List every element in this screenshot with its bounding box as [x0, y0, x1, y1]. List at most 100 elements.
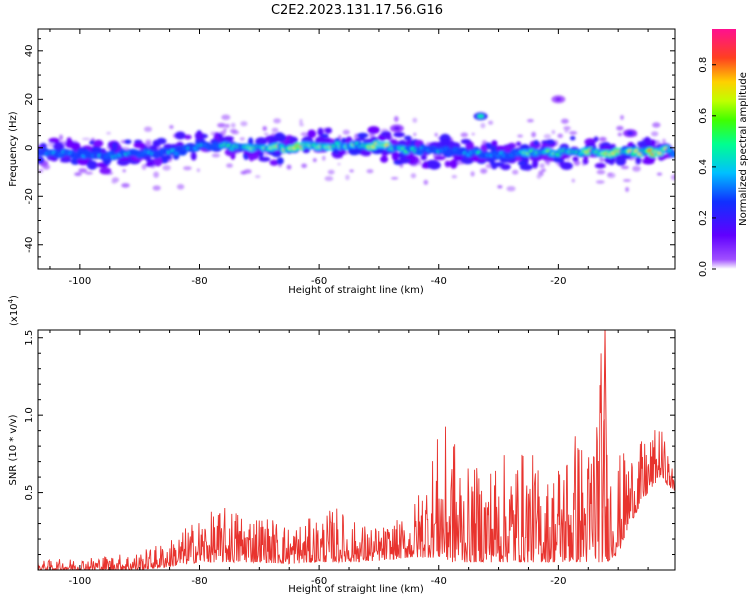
spectrogram-speckle — [141, 163, 147, 170]
spectrogram-envelope-cell — [153, 156, 163, 167]
spectrogram-envelope-cell — [99, 167, 112, 175]
snr-scale-label: (x104) — [7, 295, 20, 326]
x-tick-label: -80 — [191, 576, 207, 587]
spectrogram-envelope-cell — [444, 160, 451, 168]
spectrogram-speckle — [531, 131, 536, 138]
spectrogram-speckle — [121, 183, 130, 188]
spectrogram-envelope-cell — [449, 159, 458, 169]
spectrogram-envelope-cell — [545, 139, 555, 145]
spectrogram-blob-core — [393, 126, 401, 131]
spectrogram-speckle — [656, 172, 663, 176]
x-tick-label: -100 — [69, 276, 92, 287]
spectrogram-speckle — [211, 153, 220, 158]
spectrogram-envelope-cell — [217, 133, 223, 139]
snr-y-ticks: 0.5 1.0 1.5 — [24, 330, 675, 556]
spectrogram-envelope-cell — [276, 157, 284, 165]
spectrogram-speckle — [561, 118, 569, 124]
spectrogram-envelope-cell — [517, 160, 527, 166]
spectrogram-speckle — [255, 175, 261, 179]
spectrogram-speckle — [480, 168, 488, 174]
y-tick-label: 20 — [24, 93, 35, 106]
spectrogram-envelope-cell — [615, 156, 626, 166]
spectrogram-ylabel: Frequency (Hz) — [8, 111, 19, 187]
spectrogram-speckle — [536, 174, 542, 179]
spectrogram-speckle — [413, 132, 417, 137]
spectrogram-envelope-cell — [433, 155, 446, 161]
spectrogram-speckle — [393, 116, 399, 122]
spectrogram-speckle — [176, 184, 185, 190]
spectrogram-envelope-cell — [489, 158, 495, 167]
spectrogram-speckle — [152, 185, 161, 191]
spectrogram-envelope-cell — [70, 141, 81, 150]
spectrogram-speckle — [244, 169, 252, 174]
colorbar-tick-label: 0.2 — [698, 210, 709, 226]
spectrogram-speckle — [312, 158, 317, 163]
spectrogram-speckle — [596, 169, 606, 175]
spectrogram-speckle — [412, 117, 418, 123]
spectrogram-envelope-cell — [582, 157, 589, 165]
spectrogram-envelope-cell — [594, 162, 606, 169]
spectrogram-blob-core — [554, 97, 562, 102]
snr-xlabel: Height of straight line (km) — [288, 584, 424, 595]
snr-ylabel: SNR (10 * v/v) — [8, 414, 19, 485]
spectrogram-envelope-cell — [386, 133, 392, 141]
spectrogram-speckle — [418, 159, 422, 166]
spectrogram-envelope-cell — [89, 140, 95, 145]
x-tick-label: -60 — [311, 576, 327, 587]
snr-series — [38, 330, 675, 570]
spectrogram-speckle — [300, 132, 309, 137]
spectrogram-envelope-cell — [248, 137, 254, 146]
spectrogram-envelope-cell — [560, 161, 573, 170]
spectrogram-envelope-cell — [117, 159, 130, 166]
spectrogram-speckle — [480, 122, 486, 129]
y-tick-label: -20 — [24, 188, 35, 204]
spectrogram-speckle — [471, 132, 475, 136]
spectrogram-envelope-cell — [194, 131, 204, 140]
spectrogram-speckle — [617, 132, 623, 137]
spectrogram-speckle — [451, 175, 457, 179]
spectrogram-speckle — [527, 119, 534, 123]
spectrogram-speckle — [286, 164, 292, 170]
spectrogram-speckle — [162, 165, 171, 171]
spectrogram-speckle — [153, 171, 160, 178]
spectrogram-envelope-cell — [533, 140, 539, 146]
spectrogram-ridge-core — [180, 150, 186, 154]
y-tick-label: 0 — [24, 145, 35, 151]
spectrogram-speckle — [337, 162, 341, 166]
x-tick-label: -20 — [550, 576, 566, 587]
y-tick-label: 0.5 — [24, 485, 35, 501]
spectrogram-speckle — [230, 122, 236, 128]
spectrogram-speckle — [349, 169, 354, 173]
spectrogram-speckle — [366, 169, 371, 173]
spectrogram-speckle — [616, 125, 624, 131]
spectrogram-envelope-cell — [391, 151, 399, 161]
spectrogram-speckle — [670, 174, 675, 181]
snr-line — [38, 353, 675, 570]
colorbar-tick-label: 0.8 — [698, 57, 709, 73]
spectrogram-envelope-cell — [637, 141, 647, 147]
figure-title: C2E2.2023.131.17.56.G16 — [271, 3, 443, 18]
spectrogram-speckle — [327, 169, 335, 175]
spectrogram-speckle — [551, 130, 556, 135]
spectrogram-speckle — [423, 179, 429, 185]
spectrogram-envelope-cell — [404, 135, 412, 141]
spectrogram-envelope-cell — [441, 138, 450, 148]
spectrogram-speckle — [543, 134, 552, 139]
spectrogram-panel: -100 -80 -60 -40 -20 -40 -20 0 20 40 Height of s… — [8, 28, 676, 296]
spectrogram-envelope-cell — [420, 154, 427, 161]
spectrogram-speckle — [563, 126, 571, 130]
spectrogram-speckle — [571, 178, 575, 183]
spectrogram-envelope-cell — [86, 160, 98, 170]
spectrogram-ridge-core — [173, 151, 179, 155]
spectrogram-speckle — [512, 169, 519, 175]
spectrogram-heatmap — [38, 95, 675, 192]
colorbar-label: Normalized spectral amplitude — [738, 72, 749, 226]
y-tick-label: -40 — [24, 237, 35, 253]
colorbar-ticks: 0.0 0.2 0.4 0.6 0.8 — [698, 57, 716, 277]
spectrogram-speckle — [85, 171, 93, 175]
x-tick-label: -100 — [69, 576, 92, 587]
spectrogram-envelope-cell — [480, 144, 487, 152]
spectrogram-speckle — [324, 176, 334, 182]
spectrogram-envelope-cell — [38, 156, 45, 164]
spectrogram-envelope-cell — [133, 142, 146, 149]
